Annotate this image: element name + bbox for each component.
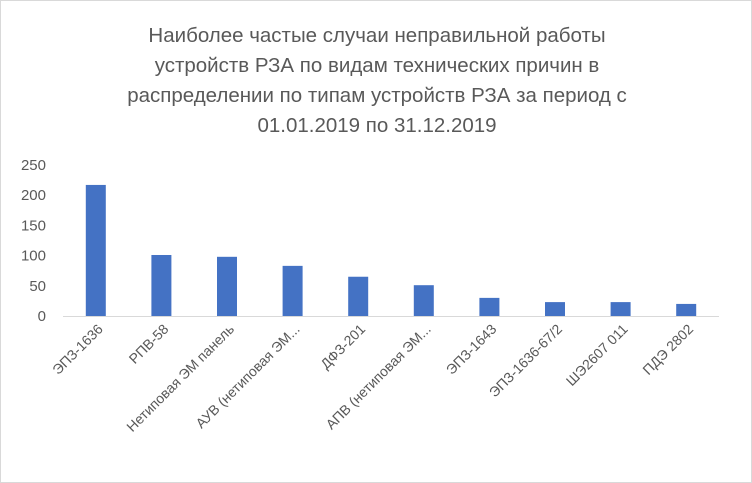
y-tick-label: 150 (21, 217, 46, 234)
x-category-label: ЭПЗ-1636 (49, 321, 106, 378)
bar (413, 285, 434, 316)
x-category-label: ДФЗ-201 (317, 321, 368, 372)
chart-title-line-2: устройств РЗА по видам технических причи… (154, 54, 600, 77)
chart-title-line-4: 01.01.2019 по 31.12.2019 (257, 114, 497, 137)
bar (282, 265, 303, 316)
chart-title: Наиболее частые случаи неправильной рабо… (61, 21, 693, 141)
x-category-label: ШЭ2607 011 (563, 321, 631, 389)
y-tick-label: 0 (38, 308, 46, 325)
bars (85, 184, 697, 316)
bar (479, 297, 500, 316)
bar (217, 256, 237, 316)
bar (610, 302, 631, 316)
x-category-label: ПДЭ 2802 (639, 321, 696, 378)
x-category-label: РПВ-58 (126, 321, 172, 367)
bar (676, 303, 697, 316)
x-category-label: ЭПЗ-1643 (443, 321, 500, 378)
y-tick-label: 200 (21, 187, 46, 204)
bar (85, 184, 106, 316)
bar (545, 302, 565, 316)
y-tick-label: 250 (21, 157, 46, 174)
y-axis-ticks: 0 50 100 150 200 250 (21, 157, 46, 325)
x-category-label: Нетиповая ЭМ панель (123, 321, 237, 435)
bar (151, 254, 172, 316)
y-tick-label: 50 (29, 278, 46, 295)
y-tick-label: 100 (21, 248, 46, 265)
chart-title-line-1: Наиболее частые случаи неправильной рабо… (148, 24, 606, 47)
chart-title-line-3: распределении по типам устройств РЗА за … (127, 84, 627, 107)
bar (348, 276, 369, 316)
